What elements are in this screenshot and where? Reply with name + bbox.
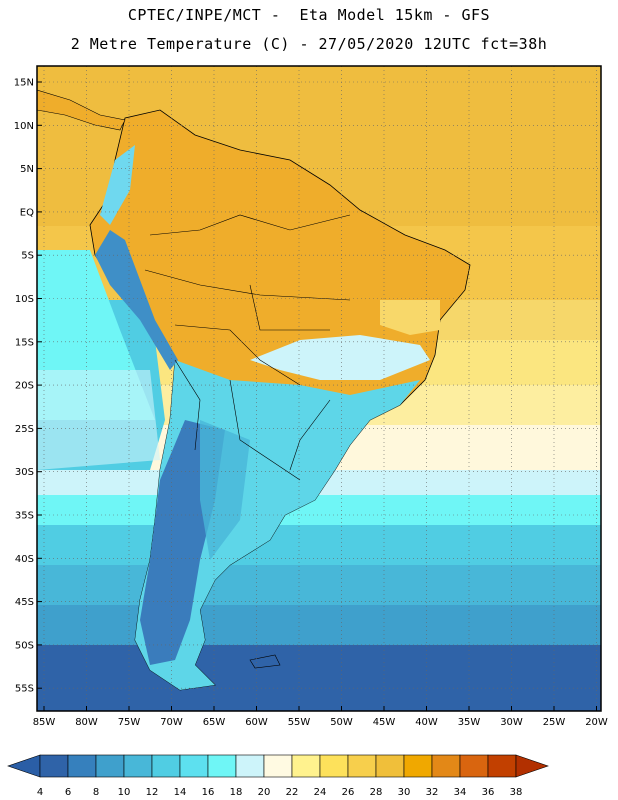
colorbar-tick-label: 26 [342, 787, 355, 798]
latitude-label: 30S [15, 467, 34, 478]
latitude-label: 40S [15, 554, 34, 565]
colorbar-tick-label: 6 [65, 787, 71, 798]
colorbar-tick-label: 36 [482, 787, 495, 798]
colorbar-swatch [263, 754, 293, 778]
colorbar-tick-label: 4 [37, 787, 43, 798]
country-borders [144, 214, 351, 481]
longitude-label: 50W [330, 717, 353, 728]
latitude-label: 45S [15, 597, 34, 608]
latitude-axis: 15N 10N 5N EQ 5S 10S 15S 20S 25S 30S 35S 40S 45S 50S 5… [14, 78, 42, 695]
latitude-label: 20S [15, 381, 34, 392]
longitude-label: 30W [500, 717, 523, 728]
colorbar-swatch [459, 754, 489, 778]
latitude-label: 35S [15, 511, 34, 522]
longitude-label: 25W [543, 717, 566, 728]
latitude-label: EQ [20, 207, 34, 218]
latitude-label: 15S [15, 337, 34, 348]
colorbar-under-arrow [7, 754, 41, 778]
colorbar-swatch [151, 754, 181, 778]
colorbar-tick-label: 30 [398, 787, 411, 798]
longitude-label: 85W [33, 717, 56, 728]
latitude-label: 25S [15, 424, 34, 435]
colorbar-swatch [487, 754, 517, 778]
colorbar-tick-label: 18 [230, 787, 243, 798]
colorbar-swatch [347, 754, 377, 778]
latitude-label: 10S [15, 294, 34, 305]
longitude-label: 20W [585, 717, 608, 728]
colorbar-over-arrow [515, 754, 549, 778]
colorbar-swatch [235, 754, 265, 778]
colorbar-tick-label: 20 [258, 787, 271, 798]
temperature-field [37, 66, 601, 711]
longitude-label: 45W [373, 717, 396, 728]
longitude-label: 60W [245, 717, 268, 728]
colorbar-swatch [291, 754, 321, 778]
colorbar-swatch [123, 754, 153, 778]
colorbar-tick-label: 8 [93, 787, 99, 798]
longitude-label: 70W [160, 717, 183, 728]
colorbar-swatch [319, 754, 349, 778]
colorbar-tick-label: 10 [118, 787, 131, 798]
map-frame [36, 65, 602, 712]
longitude-label: 65W [203, 717, 226, 728]
latitude-label: 5N [20, 164, 34, 175]
colorbar-tick-label: 14 [174, 787, 187, 798]
map-title-line-1: CPTEC/INPE/MCT - Eta Model 15km - GFS [127, 6, 491, 24]
colorbar-tick-label: 22 [286, 787, 299, 798]
longitude-label: 55W [288, 717, 311, 728]
colorbar-tick-label: 38 [510, 787, 523, 798]
colorbar-swatch [375, 754, 405, 778]
temperature-colorbar: 4 6 8 10 12 14 16 18 20 22 24 26 28 30 32 34 36 38 [7, 754, 549, 798]
longitude-label: 35W [458, 717, 481, 728]
latitude-label: 55S [15, 684, 34, 695]
colorbar-tick-label: 24 [314, 787, 327, 798]
colorbar-swatch [403, 754, 433, 778]
longitude-label: 40W [415, 717, 438, 728]
colorbar-swatch [95, 754, 125, 778]
latitude-label: 5S [21, 251, 34, 262]
colorbar-tick-label: 12 [146, 787, 159, 798]
colorbar-swatch [67, 754, 97, 778]
colorbar-tick-label: 34 [454, 787, 467, 798]
colorbar-swatch [39, 754, 69, 778]
longitude-label: 80W [75, 717, 98, 728]
longitude-axis: 85W 80W 75W 70W 65W 60W 55W 50W 45W 40W 35W 30W 25W 2… [33, 706, 608, 728]
map-title-line-2: 2 Metre Temperature (C) - 27/05/2020 12U… [70, 35, 548, 53]
colorbar-swatch [431, 754, 461, 778]
latitude-label: 50S [15, 640, 34, 651]
colorbar-tick-label: 32 [426, 787, 439, 798]
colorbar-tick-label: 28 [370, 787, 383, 798]
latitude-label: 10N [14, 121, 34, 132]
longitude-label: 75W [118, 717, 141, 728]
colorbar-swatch [179, 754, 209, 778]
colorbar-swatch [207, 754, 237, 778]
latitude-label: 15N [14, 78, 34, 89]
colorbar-tick-label: 16 [202, 787, 215, 798]
